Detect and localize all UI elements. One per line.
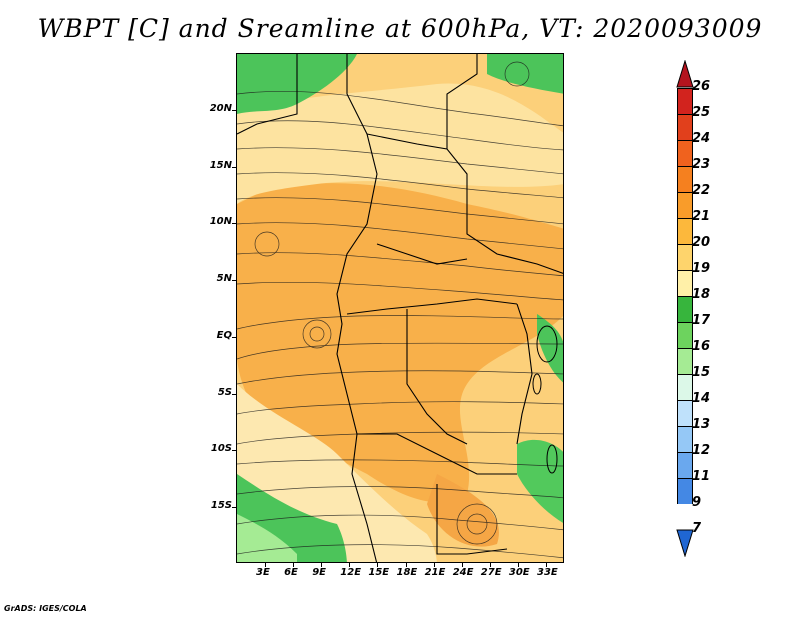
colorbar-swatch	[677, 374, 693, 400]
colorbar-label: 11	[692, 469, 711, 484]
lon-tick	[461, 563, 463, 567]
lon-tick	[377, 563, 379, 567]
lon-tick	[293, 563, 295, 567]
lon-label: 27E	[480, 567, 502, 578]
lon-label: 24E	[452, 567, 474, 578]
lon-tick	[405, 563, 407, 567]
colorbar-label: 15	[692, 365, 711, 380]
lon-label: 3E	[256, 567, 270, 578]
colorbar-swatch	[677, 478, 693, 504]
colorbar-label: 9	[692, 495, 702, 510]
lon-tick	[265, 563, 266, 567]
lon-tick	[349, 563, 351, 567]
lon-label: 6E	[284, 567, 298, 578]
colorbar-swatch	[677, 270, 693, 296]
country-borders	[237, 54, 563, 562]
colorbar-label: 25	[692, 105, 711, 120]
lon-tick	[321, 563, 323, 567]
lat-label: 5N	[216, 273, 232, 285]
colorbar-swatch	[677, 452, 693, 478]
wbpt-field-17c-se	[517, 439, 563, 523]
water-bodies	[532, 325, 558, 474]
colorbar-swatch	[677, 166, 693, 192]
lat-label: EQ	[216, 329, 232, 341]
streamlines	[237, 61, 563, 559]
grads-credit: GrADS: IGES/COLA	[4, 604, 87, 613]
lat-tick	[232, 450, 236, 452]
colorbar-swatch	[677, 140, 693, 166]
colorbar-top-arrow	[676, 60, 694, 88]
colorbar-swatch	[677, 322, 693, 348]
wbpt-field-21c	[237, 183, 563, 503]
lat-tick	[232, 223, 236, 225]
colorbar-label: 18	[692, 287, 711, 302]
lat-tick	[232, 336, 236, 338]
lat-label: 15N	[209, 159, 232, 171]
colorbar-label: 17	[692, 313, 711, 328]
colorbar-label: 19	[692, 261, 711, 276]
colorbar-label: 16	[692, 339, 711, 354]
lon-label: 33E	[537, 567, 558, 578]
lon-label: 18E	[396, 567, 418, 578]
colorbar-label: 14	[692, 391, 711, 406]
colorbar-swatch	[677, 88, 693, 114]
colorbar-swatch	[677, 296, 693, 322]
lon-label: 21E	[424, 567, 446, 578]
wbpt-field-16c-sw	[237, 514, 297, 562]
lon-tick	[433, 563, 435, 567]
colorbar-swatch	[677, 244, 693, 270]
lon-tick	[546, 563, 547, 567]
colorbar-swatch	[677, 348, 693, 374]
colorbar-label: 23	[692, 157, 711, 172]
colorbar-label: 13	[692, 417, 711, 432]
lat-tick	[232, 393, 236, 395]
colorbar-bottom-arrow	[676, 529, 694, 557]
colorbar-label: 26	[692, 79, 711, 94]
colorbar-label: 7	[692, 521, 702, 536]
lon-label: 15E	[368, 567, 390, 578]
lat-label: 10N	[209, 216, 232, 228]
colorbar-label: 22	[692, 183, 711, 198]
map-panel	[236, 53, 564, 563]
lat-label: 15S	[210, 500, 232, 511]
lat-tick	[232, 280, 236, 282]
colorbar-swatch	[677, 426, 693, 452]
colorbar-label: 21	[692, 209, 711, 224]
lon-tick	[489, 563, 491, 567]
lon-label: 9E	[312, 567, 326, 578]
wbpt-field-21c-south	[427, 474, 499, 547]
colorbar-swatch	[677, 400, 693, 426]
colorbar-label: 12	[692, 443, 711, 458]
lon-label: 30E	[508, 567, 530, 578]
lat-tick	[232, 110, 236, 111]
colorbar-swatch	[677, 192, 693, 218]
lat-label: 20N	[209, 103, 232, 114]
wbpt-field-17c-ne	[487, 54, 563, 94]
lat-tick	[232, 507, 236, 508]
wbpt-field-17c-e	[537, 314, 563, 383]
colorbar-swatch	[677, 218, 693, 244]
lat-tick	[232, 166, 236, 168]
lon-label: 12E	[340, 567, 362, 578]
lon-tick	[517, 563, 519, 567]
colorbar-label: 20	[692, 235, 711, 250]
chart-title: WBPT [C] and Sreamline at 600hPa, VT: 20…	[37, 14, 763, 43]
colorbar-label: 24	[692, 131, 711, 146]
lat-label: 5S	[217, 386, 232, 398]
lat-label: 10S	[210, 443, 232, 455]
map-graphic	[237, 54, 563, 562]
colorbar-swatch	[677, 114, 693, 140]
